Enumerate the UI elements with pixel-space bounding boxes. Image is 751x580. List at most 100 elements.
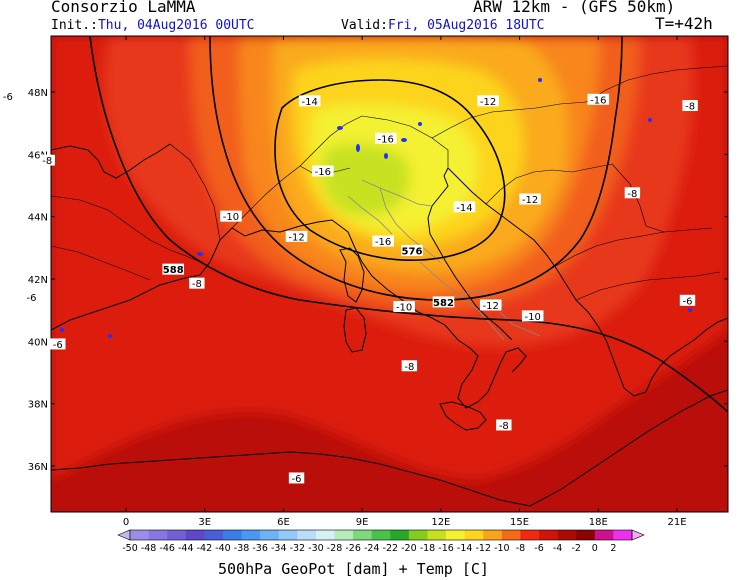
temperature-label: -10 <box>220 210 242 223</box>
temperature-label-text: -8 <box>685 102 695 113</box>
temperature-label: -6 <box>23 291 40 304</box>
colorbar-label: -36 <box>252 543 268 554</box>
geopotential-contours <box>89 36 728 413</box>
lat-label: 36N <box>28 462 48 473</box>
temperature-label: -8 <box>624 187 641 200</box>
lead-time: T=+42h <box>655 14 713 33</box>
colorbar-swatch <box>204 530 224 540</box>
temperature-label-box <box>311 165 334 177</box>
temperature-label-box <box>587 93 610 105</box>
lon-label: 9E <box>356 517 369 528</box>
temperature-label: -12 <box>479 299 502 312</box>
lat-label: 46N <box>28 150 48 161</box>
temperature-label-text: -6 <box>53 340 63 351</box>
colorbar-swatch <box>297 530 317 540</box>
temperature-label-text: -10 <box>223 212 239 223</box>
lat-label: 48N <box>28 88 48 99</box>
temperature-label-text: -14 <box>456 203 472 214</box>
geopotential-label-box <box>401 244 423 256</box>
colorbar-swatch <box>167 530 187 540</box>
colorbar-swatch <box>483 530 503 540</box>
colorbar-label: -16 <box>438 543 454 554</box>
temperature-label: -8 <box>401 360 418 373</box>
lat-label: 38N <box>28 400 48 411</box>
colorbar-label: -34 <box>271 543 287 554</box>
temperature-label-text: -14 <box>301 97 317 108</box>
colorbar-label: -48 <box>141 543 157 554</box>
temperature-label: -10 <box>393 301 415 314</box>
colorbar-swatch <box>222 530 242 540</box>
lon-label: 21E <box>667 517 686 528</box>
temperature-label-box <box>372 235 394 247</box>
temperature-label-text: -12 <box>288 232 304 243</box>
colorbar-label: -20 <box>401 543 417 554</box>
temperature-label-box <box>298 95 321 107</box>
country-borders <box>51 65 728 301</box>
temperature-label: -16 <box>372 235 394 248</box>
geopotential-label-box <box>162 263 185 275</box>
temperature-label-text: -16 <box>315 167 331 178</box>
colorbar-label: -4 <box>553 543 562 554</box>
temperature-label-box <box>288 472 305 484</box>
temperature-label-box <box>220 210 242 222</box>
valid-time: Valid:Fri, 05Aug2016 18UTC <box>341 19 545 33</box>
temperature-label-text: -16 <box>378 134 394 145</box>
lat-label: 40N <box>28 337 48 348</box>
colorbar-label: -6 <box>534 543 543 554</box>
colorbar-swatch <box>520 530 540 540</box>
temperature-label-box <box>453 201 476 213</box>
temperature-label: -6 <box>0 90 16 103</box>
temperature-label-box <box>521 310 544 322</box>
colorbar-high-arrow <box>631 529 645 541</box>
temperature-label-text: -6 <box>27 293 37 304</box>
temperature-label-text: -12 <box>480 97 496 108</box>
temperature-label-box <box>477 95 499 107</box>
colorbar-swatch <box>371 530 391 540</box>
colorbar-swatch <box>185 530 205 540</box>
colorbar-label: -46 <box>159 543 175 554</box>
colorbar-label: -2 <box>571 543 580 554</box>
colorbar-label: -12 <box>475 543 491 554</box>
italy-regions <box>347 179 541 341</box>
temperature-label: -16 <box>311 165 334 178</box>
colorbar-swatch <box>594 530 614 540</box>
valid-label: Valid: <box>341 18 388 33</box>
temperature-label-box <box>519 193 541 205</box>
lon-label: 6E <box>277 517 290 528</box>
colorbar-label: 2 <box>610 543 616 554</box>
lon-label: 12E <box>431 517 450 528</box>
colorbar-label: 0 <box>592 543 598 554</box>
lakes <box>60 78 692 338</box>
colorbar-label: -30 <box>308 543 324 554</box>
lon-label: 15E <box>510 517 529 528</box>
colorbar-label: -10 <box>494 543 510 554</box>
lat-label: 44N <box>28 213 48 224</box>
temperature-label: -10 <box>521 310 544 323</box>
temperature-label-box <box>393 301 415 313</box>
temperature-label-box <box>285 230 308 242</box>
temperature-label-text: -10 <box>525 312 541 323</box>
colorbar-swatch <box>501 530 521 540</box>
colorbar-label: -38 <box>234 543 250 554</box>
init-value: Thu, 04Aug2016 00UTC <box>97 18 255 33</box>
colorbar-swatch <box>539 530 558 540</box>
model-title: ARW 12km - (GFS 50km) <box>473 0 676 16</box>
temperature-label-text: -8 <box>404 362 414 373</box>
colorbar-label: -26 <box>345 543 361 554</box>
colorbar-label: -32 <box>290 543 306 554</box>
colorbar-swatch <box>427 530 447 540</box>
temperature-label-text: -6 <box>683 296 693 307</box>
colorbar-swatch <box>353 530 373 540</box>
colorbar-swatch <box>130 530 149 540</box>
temperature-field <box>51 36 728 512</box>
colorbar-swatch <box>464 530 484 540</box>
graticule <box>50 35 729 513</box>
colorbar-swatch <box>241 530 261 540</box>
temperature-label-box <box>39 154 55 166</box>
colorbar-swatch <box>260 530 280 540</box>
colorbar-frame <box>129 529 633 541</box>
colorbar-title: 500hPa GeoPot [dam] + Temp [C] <box>218 560 489 578</box>
colorbar-swatch <box>148 530 168 540</box>
lon-label: 0 <box>123 517 129 528</box>
init-label: Init.: <box>51 18 98 33</box>
